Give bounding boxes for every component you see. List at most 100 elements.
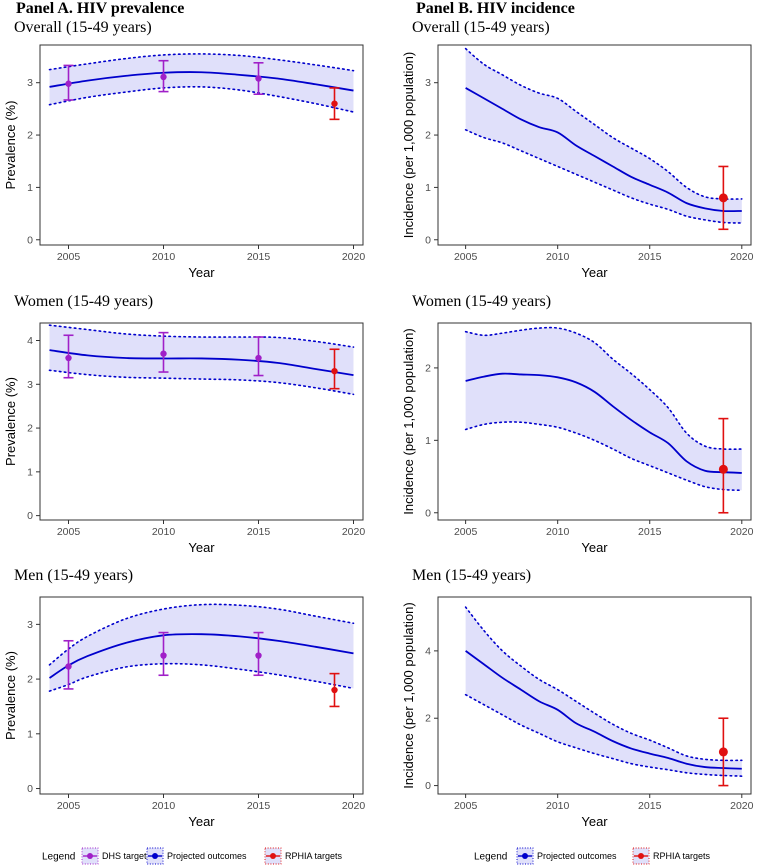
x-axis-label: Year [188, 265, 215, 280]
projected-outcome-line [49, 349, 354, 376]
upper-bound-line [48, 603, 355, 666]
y-tick-label: 1 [27, 728, 33, 740]
lower-bound-line [48, 85, 355, 113]
upper-bound-line [464, 606, 743, 762]
legend-key-point [638, 853, 644, 859]
legend-item-label: DHS targets [102, 851, 152, 861]
lower-bound-line [48, 369, 355, 396]
legend-item-label: RPHIA targets [653, 851, 711, 861]
legend-key-point [152, 853, 158, 859]
uncertainty-band [49, 604, 354, 692]
x-tick-label: 2005 [454, 526, 478, 538]
legend-title: Legend [42, 852, 75, 863]
plot-frame [39, 596, 364, 795]
chart-prevalence-men: Men (15-49 years) 2005 2010 2015 2020 0 1 2 3 Yea… [3, 567, 365, 829]
x-tick-label: 2015 [638, 251, 662, 263]
chart-prevalence-overall: Overall (15-49 years) 2005 2010 2015 2020 0 1 2… [3, 19, 365, 280]
y-tick-label: 4 [425, 645, 431, 657]
plot-frame [437, 596, 752, 795]
projected-outcome-line [465, 372, 742, 474]
dhs-target-point [255, 652, 262, 659]
projected-outcome-line [49, 71, 354, 92]
y-tick-label: 0 [27, 510, 33, 522]
chart-incidence-women: Women (15-49 years) 2005 2010 2015 2020 0 1 2 Ye… [401, 293, 754, 555]
y-tick-label: 3 [27, 77, 33, 89]
y-axis-label: Prevalence (%) [3, 651, 18, 740]
y-tick-label: 4 [27, 335, 33, 347]
dhs-target-point [65, 663, 72, 670]
x-tick-label: 2020 [730, 251, 754, 263]
y-axis-label: Prevalence (%) [3, 377, 18, 466]
x-axis-label: Year [188, 540, 215, 555]
legend-item-label: Projected outcomes [167, 851, 247, 861]
x-axis-label: Year [188, 814, 215, 829]
dhs-target-point [255, 75, 262, 82]
lower-bound-line [464, 421, 743, 492]
panel-b-title: Panel B. HIV incidence [416, 0, 575, 17]
x-tick-label: 2005 [57, 251, 81, 263]
y-tick-label: 0 [27, 234, 33, 246]
uncertainty-band [465, 327, 742, 491]
plot-frame [39, 322, 364, 521]
x-tick-label: 2015 [247, 526, 271, 538]
x-tick-label: 2010 [152, 526, 176, 538]
lower-bound-line [464, 129, 743, 224]
x-tick-label: 2010 [152, 800, 176, 812]
dhs-target-point [65, 80, 72, 87]
legend-key-point [87, 853, 93, 859]
chart-incidence-men: Men (15-49 years) 2005 2010 2015 2020 0 2 4 Year… [401, 567, 754, 829]
rphia-target-point [718, 747, 728, 757]
x-tick-label: 2020 [342, 800, 366, 812]
dhs-target-point [160, 350, 167, 357]
dhs-target-point [160, 652, 167, 659]
dhs-target-point [160, 73, 167, 81]
legend-panel-b: Legend Projected outcomes RPHIA targets [474, 847, 711, 865]
y-axis-label: Incidence (per 1,000 population) [401, 52, 416, 238]
chart-incidence-overall: Overall (15-49 years) 2005 2010 2015 2020 0 1 2… [401, 19, 754, 280]
plot-frame [437, 44, 752, 246]
x-tick-label: 2020 [730, 526, 754, 538]
chart-prevalence-women: Women (15-49 years) 2005 2010 2015 2020 0 1 2 3 4… [3, 293, 365, 555]
y-axis-label: Incidence (per 1,000 population) [401, 602, 416, 788]
y-tick-label: 2 [425, 130, 431, 142]
panel-a-title: Panel A. HIV prevalence [16, 0, 184, 17]
rphia-target-point [331, 100, 338, 107]
legend-item-label: RPHIA targets [285, 851, 343, 861]
x-tick-label: 2020 [342, 526, 366, 538]
y-tick-label: 2 [425, 362, 431, 374]
y-tick-label: 3 [27, 379, 33, 391]
x-tick-label: 2005 [454, 800, 478, 812]
x-tick-label: 2020 [342, 251, 366, 263]
x-tick-label: 2015 [247, 251, 271, 263]
y-axis-label: Incidence (per 1,000 population) [401, 328, 416, 514]
upper-bound-line [48, 53, 355, 72]
x-tick-label: 2010 [546, 526, 570, 538]
uncertainty-band [465, 48, 742, 224]
subplot-title: Men (15-49 years) [412, 567, 531, 584]
legend-key-point [522, 853, 528, 859]
rphia-target-point [331, 686, 338, 694]
y-tick-label: 3 [425, 77, 431, 89]
upper-bound-line [464, 47, 743, 200]
y-tick-label: 1 [27, 182, 33, 194]
x-tick-label: 2005 [57, 800, 81, 812]
subplot-title: Women (15-49 years) [412, 293, 551, 310]
plot-frame [437, 322, 752, 521]
x-tick-label: 2015 [638, 526, 662, 538]
rphia-target-point [718, 193, 728, 203]
rphia-target-point [718, 464, 728, 474]
x-axis-label: Year [581, 814, 608, 829]
legend-title: Legend [474, 852, 507, 863]
subplot-title: Overall (15-49 years) [14, 19, 152, 36]
subplot-title: Women (15-49 years) [14, 293, 153, 310]
upper-bound-line [464, 326, 743, 451]
y-tick-label: 0 [425, 507, 431, 519]
lower-bound-line [464, 693, 743, 777]
x-tick-label: 2005 [57, 526, 81, 538]
y-tick-label: 2 [27, 674, 33, 686]
subplot-title: Overall (15-49 years) [412, 19, 550, 36]
x-tick-label: 2010 [546, 800, 570, 812]
y-tick-label: 1 [425, 182, 431, 194]
y-tick-label: 1 [425, 435, 431, 447]
